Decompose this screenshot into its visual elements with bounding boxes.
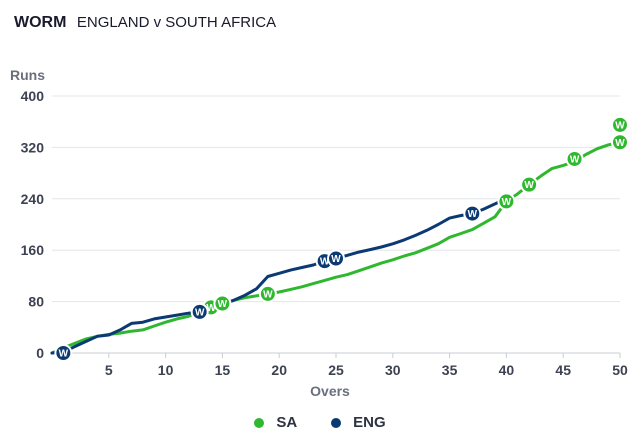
x-tick-label-10: 10	[158, 362, 174, 378]
wicket-label-eng-4: W	[468, 209, 478, 220]
chart-header: WORM ENGLAND v SOUTH AFRICA	[14, 14, 276, 32]
wicket-label-sa-7: W	[615, 120, 625, 131]
wicket-label-eng-3: W	[331, 254, 341, 265]
chart-legend: SA ENG	[0, 414, 640, 431]
x-tick-label-35: 35	[442, 362, 458, 378]
wicket-label-sa-5: W	[570, 154, 580, 165]
wicket-label-sa-2: W	[263, 289, 273, 300]
wicket-marker-eng-1	[190, 302, 209, 321]
wicket-marker-eng-4	[463, 204, 482, 223]
y-tick-label-240: 240	[21, 191, 45, 207]
wicket-label-eng-1: W	[195, 307, 205, 318]
wicket-label-eng-2: W	[320, 257, 330, 268]
wicket-label-sa-4: W	[524, 180, 534, 191]
chart-subtitle: ENGLAND v SOUTH AFRICA	[76, 14, 277, 31]
x-tick-label-40: 40	[499, 362, 515, 378]
x-tick-label-20: 20	[271, 362, 287, 378]
x-tick-label-5: 5	[105, 362, 113, 378]
y-tick-label-80: 80	[28, 294, 44, 310]
wicket-label-sa-0: W	[206, 303, 216, 314]
y-tick-label-0: 0	[36, 345, 44, 361]
legend-item-sa[interactable]: SA	[254, 414, 297, 431]
x-axis-title: Overs	[310, 383, 350, 399]
chart-title: WORM	[14, 14, 67, 31]
y-tick-label-320: 320	[21, 139, 45, 155]
wicket-marker-sa-3	[497, 192, 516, 211]
wicket-label-sa-3: W	[502, 197, 512, 208]
x-tick-label-45: 45	[555, 362, 571, 378]
wicket-marker-sa-2	[258, 284, 277, 303]
legend-item-eng[interactable]: ENG	[331, 414, 386, 431]
wicket-marker-sa-7	[611, 115, 629, 134]
wicket-marker-eng-0	[54, 344, 73, 362]
wicket-label-sa-1: W	[218, 299, 228, 310]
series-line-eng	[50, 197, 508, 355]
y-tick-label-160: 160	[21, 242, 45, 258]
y-axis-title: Runs	[10, 67, 45, 83]
wicket-marker-sa-1	[213, 294, 232, 313]
wicket-marker-sa-4	[520, 175, 539, 194]
legend-label-sa: SA	[276, 414, 298, 431]
x-tick-label-30: 30	[385, 362, 401, 378]
legend-label-eng: ENG	[353, 414, 386, 431]
y-tick-label-400: 400	[21, 88, 45, 104]
legend-dot-eng	[331, 417, 342, 428]
wicket-label-sa-6: W	[615, 138, 625, 149]
wicket-marker-eng-3	[327, 249, 345, 268]
x-tick-label-50: 50	[612, 362, 628, 378]
x-tick-label-15: 15	[215, 362, 231, 378]
wicket-marker-sa-5	[565, 149, 584, 168]
legend-dot-sa	[254, 417, 265, 428]
worm-chart: 0 80 160 240 320 400 5 10 15 20 25 30 35 40 45 50 Runs Ov…	[10, 67, 629, 399]
x-tick-label-25: 25	[328, 362, 344, 378]
wicket-label-eng-0: W	[59, 349, 69, 360]
wicket-marker-sa-6	[611, 133, 629, 152]
